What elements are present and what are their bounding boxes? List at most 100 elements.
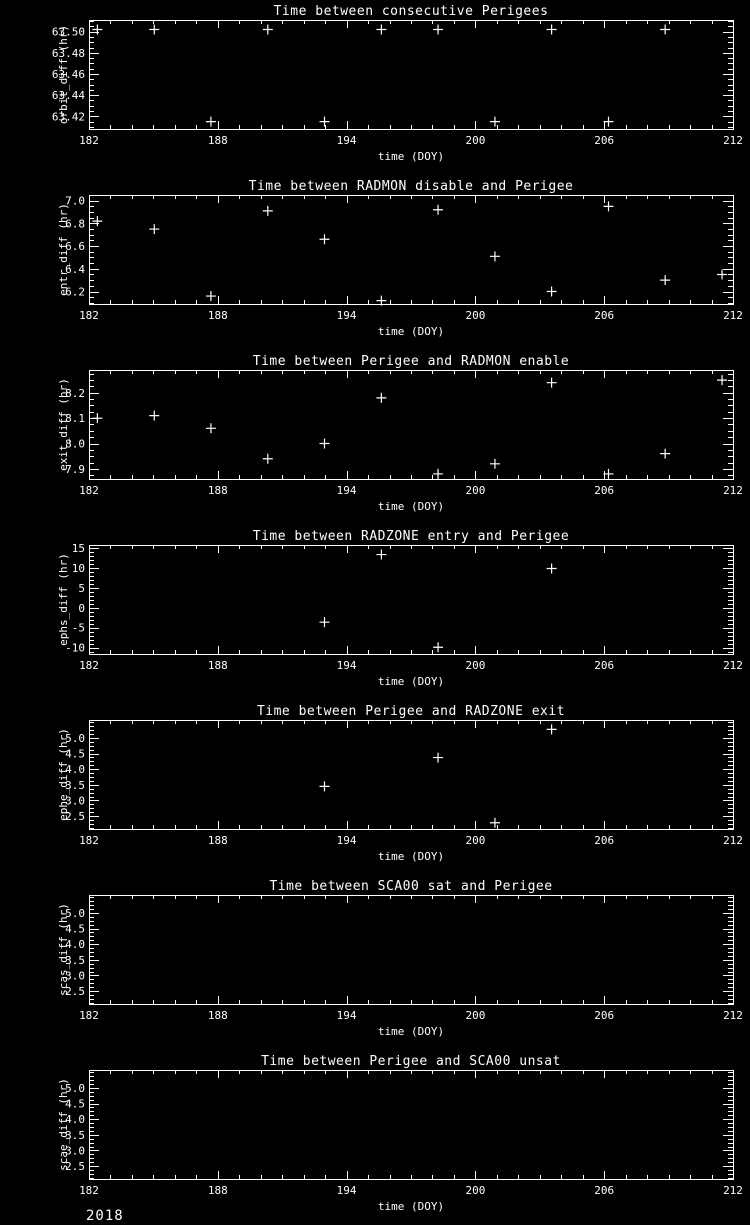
y-tick-label: 2.5: [65, 1160, 85, 1173]
y-tick-label: 5.0: [65, 732, 85, 745]
x-tick-label: 194: [337, 309, 357, 322]
plot-panel-2: Time between RADMON disable and Perigee 1…: [57, 179, 743, 338]
y-tick-label: 6.2: [65, 286, 85, 299]
plot-title: Time between Perigee and SCA00 unsat: [261, 1054, 561, 1069]
y-tick-label: 3.0: [65, 794, 85, 807]
y-tick-label: 4.5: [65, 748, 85, 761]
plot-title: Time between consecutive Perigees: [274, 4, 549, 19]
data-point-marker: [433, 24, 444, 35]
y-tick-label: 8.1: [65, 412, 85, 425]
x-tick-label: 200: [465, 1009, 485, 1022]
y-tick-label: 2.5: [65, 810, 85, 823]
data-point-marker: [205, 116, 216, 127]
y-tick-label: 8.2: [65, 387, 85, 400]
x-tick-label: 194: [337, 1009, 357, 1022]
x-tick-label: 212: [723, 309, 743, 322]
data-points: [319, 724, 557, 828]
x-tick-label: 206: [594, 134, 614, 147]
y-tick-label: 0: [78, 602, 85, 615]
y-axis-title: ephs_diff (hr): [57, 553, 70, 646]
plot-frame: [89, 20, 734, 130]
data-point-marker: [92, 216, 103, 227]
x-tick-label: 212: [723, 484, 743, 497]
x-tick-label: 206: [594, 834, 614, 847]
x-tick-label: 200: [465, 309, 485, 322]
data-point-marker: [546, 724, 557, 735]
x-tick-label: 200: [465, 834, 485, 847]
data-point-marker: [717, 375, 728, 386]
plot-title: Time between RADZONE entry and Perigee: [253, 529, 569, 544]
x-axis-title: time (DOY): [378, 1025, 444, 1038]
plot-frame: [89, 545, 734, 655]
x-tick-label: 188: [208, 659, 228, 672]
x-tick-label: 182: [79, 309, 99, 322]
x-axis-title: time (DOY): [378, 675, 444, 688]
x-tick-label: 212: [723, 834, 743, 847]
y-tick-label: 5: [78, 582, 85, 595]
data-point-marker: [205, 423, 216, 434]
y-tick-label: 3.0: [65, 1144, 85, 1157]
y-tick-label: 4.0: [65, 1113, 85, 1126]
y-tick-label: 3.0: [65, 969, 85, 982]
y-tick-label: -10: [65, 642, 85, 655]
y-tick-label: 4.0: [65, 938, 85, 951]
data-point-marker: [603, 116, 614, 127]
x-tick-label: 206: [594, 484, 614, 497]
data-point-marker: [319, 116, 330, 127]
data-point-marker: [376, 24, 387, 35]
data-point-marker: [262, 24, 273, 35]
data-point-marker: [205, 291, 216, 302]
axis-ticks: [89, 545, 734, 654]
plot-title: Time between Perigee and RADZONE exit: [257, 704, 565, 719]
data-point-marker: [376, 549, 387, 560]
data-points: [319, 549, 557, 653]
data-point-marker: [319, 234, 330, 245]
x-tick-label: 200: [465, 1184, 485, 1197]
data-point-marker: [489, 251, 500, 262]
x-tick-label: 194: [337, 1184, 357, 1197]
data-point-marker: [319, 781, 330, 792]
y-tick-label: 63.42: [52, 110, 85, 123]
y-tick-label: 6.4: [65, 263, 85, 276]
y-axis-title: scas_diff (hr): [57, 903, 70, 996]
data-point-marker: [92, 24, 103, 35]
x-tick-label: 194: [337, 484, 357, 497]
y-tick-label: 2.5: [65, 985, 85, 998]
plot-panel-5: Time between Perigee and RADZONE exit 182…: [57, 704, 743, 863]
x-tick-label: 188: [208, 1009, 228, 1022]
data-points: [92, 201, 728, 306]
x-tick-label: 206: [594, 309, 614, 322]
data-point-marker: [603, 201, 614, 212]
x-tick-label: 206: [594, 1184, 614, 1197]
plot-panel-7: Time between Perigee and SCA00 unsat 182 1…: [57, 1054, 743, 1213]
plot-frame: [89, 720, 734, 830]
plot-panel-6: Time between SCA00 sat and Perigee 182 188…: [57, 879, 743, 1038]
x-tick-label: 182: [79, 134, 99, 147]
y-axis-title: scae_diff (hr): [57, 1078, 70, 1171]
plot-frame: [89, 370, 734, 480]
data-point-marker: [660, 275, 671, 286]
y-axis-title: ephe_diff (hr): [57, 728, 70, 821]
data-point-marker: [149, 410, 160, 421]
data-point-marker: [319, 617, 330, 628]
x-tick-label: 188: [208, 1184, 228, 1197]
y-tick-label: 6.8: [65, 217, 85, 230]
data-point-marker: [149, 224, 160, 235]
data-point-marker: [376, 392, 387, 403]
axis-ticks: [89, 20, 734, 129]
x-tick-label: 182: [79, 834, 99, 847]
data-point-marker: [546, 377, 557, 388]
plot-panel-1: Time between consecutive Perigees 182 188 1…: [52, 4, 743, 163]
x-tick-label: 200: [465, 659, 485, 672]
x-tick-label: 182: [79, 1184, 99, 1197]
x-tick-label: 188: [208, 134, 228, 147]
y-tick-label: 7.9: [65, 463, 85, 476]
x-axis-title: time (DOY): [378, 150, 444, 163]
y-tick-label: 8.0: [65, 438, 85, 451]
x-tick-label: 212: [723, 134, 743, 147]
x-axis-title: time (DOY): [378, 1200, 444, 1213]
axis-ticks: [89, 720, 734, 829]
y-tick-label: 4.0: [65, 763, 85, 776]
y-tick-label: 63.46: [52, 68, 85, 81]
data-point-marker: [546, 286, 557, 297]
